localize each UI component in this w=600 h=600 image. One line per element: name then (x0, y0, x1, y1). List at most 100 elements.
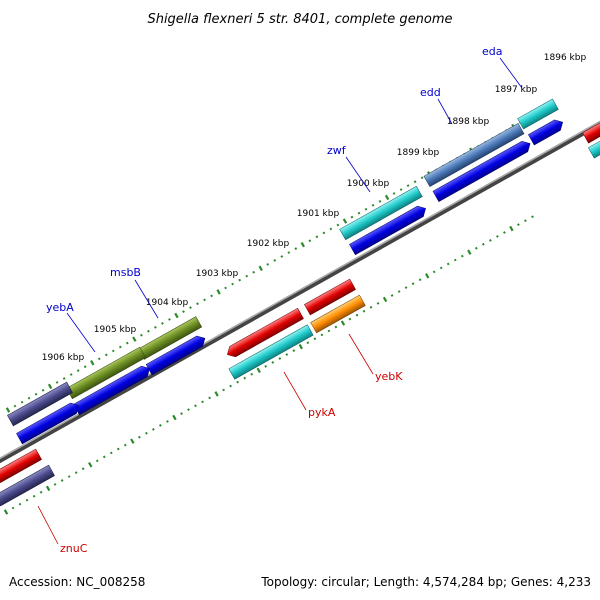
inner-tick-14 (102, 455, 106, 459)
inner-tick-60 (425, 273, 430, 279)
forward-strand-genes (7, 98, 600, 427)
outer-tick-39 (280, 255, 284, 258)
cds-zwf[interactable] (349, 203, 428, 256)
inner-tick-72 (509, 225, 514, 232)
inner-tick-24 (172, 414, 177, 421)
cds-msbB[interactable] (145, 333, 208, 376)
outer-tick-40 (287, 251, 291, 254)
gene-zwf[interactable] (339, 185, 423, 241)
gene-partial-right[interactable] (582, 120, 600, 144)
label-eda[interactable]: eda (482, 45, 503, 58)
reverse-strand-genes (0, 278, 366, 509)
label-yebA[interactable]: yebA (46, 301, 74, 314)
outer-tick-51 (364, 207, 368, 211)
inner-tick-21 (152, 427, 155, 431)
inner-tick-44 (313, 337, 317, 341)
inner-tick-15 (109, 451, 113, 455)
outer-tick-17 (125, 341, 129, 345)
outer-tick-25 (182, 310, 185, 313)
inner-tick-66 (467, 249, 472, 255)
inner-tick-36 (256, 367, 261, 374)
inner-tick-31 (222, 388, 225, 392)
forward-cds-track (16, 117, 600, 445)
inner-tick-18 (130, 438, 135, 444)
accession-text: Accession: NC_008258 (9, 575, 145, 589)
inner-tick-9 (67, 475, 71, 478)
inner-tick-6 (45, 485, 51, 492)
inner-tick-43 (306, 341, 310, 345)
outer-tick-0 (5, 407, 11, 413)
outer-tick-52 (371, 203, 375, 207)
outer-tick-43 (308, 239, 312, 243)
outer-tick-18 (132, 336, 137, 342)
outer-tick-48 (342, 218, 348, 224)
cds-partial-right[interactable] (588, 137, 600, 159)
gene-znuC[interactable] (0, 448, 42, 486)
inner-tick-53 (376, 301, 380, 305)
inner-tick-39 (278, 357, 282, 360)
tick-label-1897: 1897 kbp (495, 85, 538, 95)
outer-tick-13 (97, 357, 101, 361)
inner-tick-27 (194, 404, 197, 408)
gene-edd[interactable] (423, 123, 525, 187)
inner-tick-71 (503, 231, 506, 234)
cds-edd[interactable] (432, 138, 533, 202)
inner-tick-10 (74, 471, 78, 475)
tick-label-1899: 1899 kbp (397, 148, 440, 158)
outer-tick-38 (273, 259, 277, 262)
label-yebK[interactable]: yebK (375, 370, 403, 383)
inner-tick-75 (531, 215, 534, 219)
outer-tick-42 (300, 241, 305, 248)
inner-tick-62 (439, 266, 443, 270)
gene-eda[interactable] (517, 98, 559, 130)
outer-tick-57 (406, 184, 410, 188)
gene-unnamed-slate[interactable] (7, 381, 73, 427)
cds-pykA[interactable] (228, 324, 314, 380)
label-edd[interactable]: edd (420, 86, 441, 99)
outer-tick-50 (357, 211, 361, 215)
tick-label-1900: 1900 kbp (347, 179, 390, 189)
gene-pykA[interactable] (224, 307, 304, 360)
inner-tick-12 (88, 462, 93, 468)
inner-tick-55 (390, 294, 394, 297)
tick-label-1904: 1904 kbp (146, 298, 189, 308)
inner-tick-41 (292, 349, 296, 352)
inner-tick-68 (481, 242, 485, 246)
inner-tick-51 (362, 309, 366, 313)
inner-tick-52 (369, 305, 373, 309)
inner-tick-22 (159, 424, 162, 427)
label-pykA[interactable]: pykA (308, 406, 336, 419)
gene-yebK[interactable] (310, 294, 366, 334)
outer-tick-49 (350, 215, 354, 219)
inner-tick-4 (32, 494, 36, 498)
outer-tick-44 (315, 235, 319, 239)
inner-tick-0 (3, 509, 9, 515)
outer-tick-30 (216, 289, 221, 295)
outer-tick-37 (266, 262, 270, 266)
inner-tick-47 (334, 325, 338, 329)
tick-label-1903: 1903 kbp (196, 269, 239, 279)
tick-label-1905: 1905 kbp (94, 325, 137, 335)
cds-slate[interactable] (16, 400, 81, 445)
inner-tick-7 (53, 483, 57, 486)
inner-tick-57 (404, 286, 408, 290)
inner-tick-track (3, 215, 534, 515)
outer-tick-53 (378, 199, 382, 203)
outer-tick-1 (13, 404, 17, 408)
cds-eda[interactable] (528, 117, 565, 146)
gene-red-upper[interactable] (304, 278, 356, 316)
label-znuC[interactable]: znuC (60, 542, 88, 555)
outer-tick-19 (140, 333, 143, 337)
label-zwf[interactable]: zwf (327, 144, 347, 157)
tick-label-1898: 1898 kbp (447, 117, 490, 127)
label-msbB[interactable]: msbB (110, 266, 141, 279)
inner-tick-28 (201, 400, 204, 404)
cds-yebA[interactable] (73, 363, 152, 416)
inner-tick-45 (320, 333, 324, 337)
inner-tick-49 (348, 317, 352, 321)
map-title: Shigella flexneri 5 str. 8401, complete … (147, 12, 452, 27)
inner-tick-11 (81, 467, 85, 471)
outer-tick-31 (224, 286, 227, 290)
cds-znuC[interactable] (0, 464, 55, 509)
inner-tick-5 (39, 490, 43, 494)
